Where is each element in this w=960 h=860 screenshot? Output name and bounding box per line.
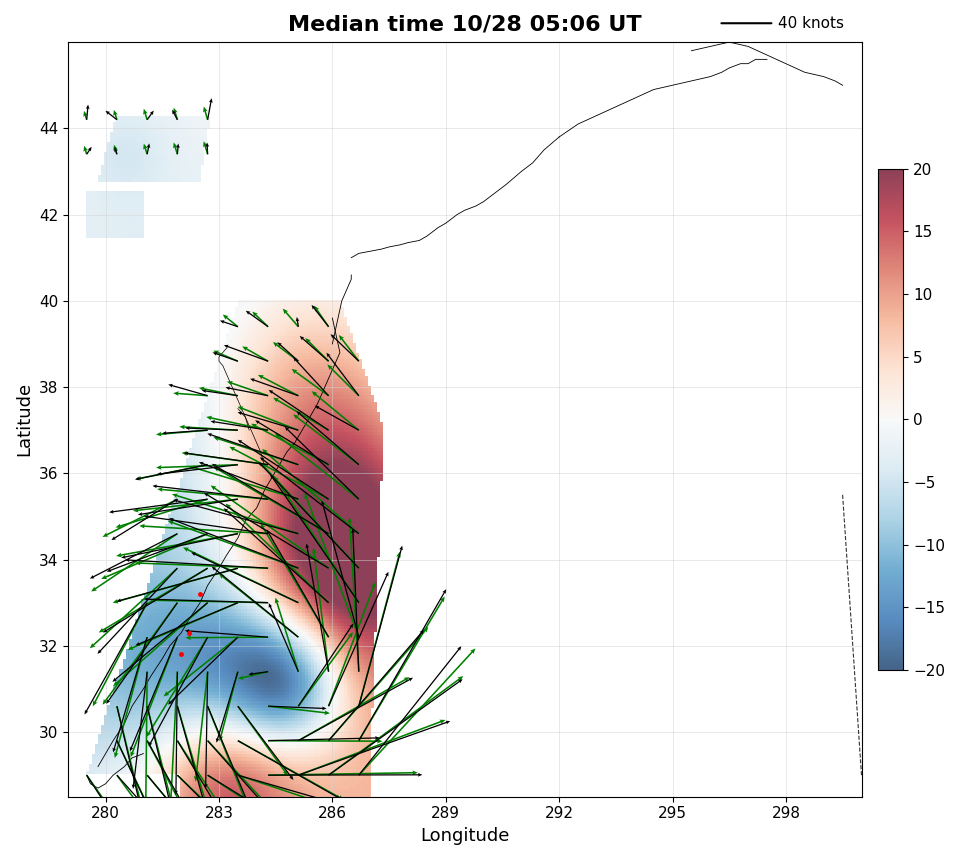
Title: Median time 10/28 05:06 UT: Median time 10/28 05:06 UT <box>288 15 641 35</box>
Y-axis label: Latitude: Latitude <box>15 383 33 457</box>
Text: 40 knots: 40 knots <box>779 15 844 31</box>
X-axis label: Longitude: Longitude <box>420 827 510 845</box>
